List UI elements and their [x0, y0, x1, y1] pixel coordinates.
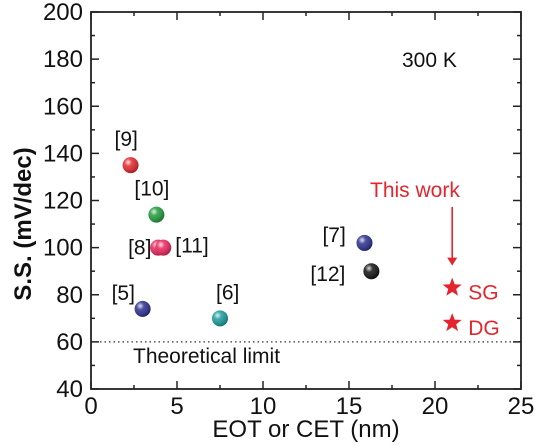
y-tick-label: 180: [43, 46, 83, 73]
this-work-star: [442, 277, 462, 296]
y-tick-label: 200: [43, 0, 83, 26]
point-label: [11]: [175, 235, 208, 258]
theoretical-limit-label: Theoretical limit: [133, 345, 280, 368]
y-axis-title: S.S. (mV/dec): [10, 147, 37, 300]
temperature-label: 300 K: [402, 49, 457, 72]
y-tick-label: 120: [43, 188, 83, 215]
point-layer: [122, 157, 462, 332]
x-tick-label: 20: [422, 393, 449, 420]
data-point-highlight: [212, 310, 228, 327]
this-work-arrow-head: [447, 257, 458, 266]
data-point-highlight: [148, 206, 165, 223]
x-axis-title: EOT or CET (nm): [212, 416, 399, 443]
data-point-highlight: [122, 157, 139, 174]
point-label: [9]: [115, 128, 138, 151]
x-tick-label: 25: [508, 393, 535, 420]
data-point-highlight: [356, 234, 373, 251]
y-tick-label: 160: [43, 93, 83, 120]
point-label: [7]: [322, 224, 345, 247]
point-label: [8]: [128, 237, 151, 260]
data-point-highlight: [155, 239, 172, 256]
y-tick-label: 80: [56, 282, 83, 309]
x-tick-label: 10: [250, 393, 277, 420]
data-point-highlight: [134, 300, 151, 317]
point-label: [6]: [216, 281, 239, 304]
x-tick-label: 15: [336, 393, 363, 420]
y-tick-label: 40: [56, 376, 83, 403]
point-label: [5]: [112, 282, 135, 305]
y-tick-label: 140: [43, 140, 83, 167]
this-work-label: This work: [370, 179, 460, 202]
data-point-highlight: [363, 263, 380, 280]
this-work-star: [442, 313, 462, 332]
y-tick-label: 100: [43, 235, 83, 262]
label-layer: [9] [10] [8] [11] [5] [6] [7] [12] SG DG: [112, 128, 500, 340]
x-tick-label: 5: [170, 393, 183, 420]
x-tick-label: 0: [84, 393, 97, 420]
this-work-point-label: DG: [468, 317, 500, 340]
this-work-point-label: SG: [468, 282, 498, 305]
y-tick-label: 60: [56, 329, 83, 356]
tick-layer: 0 5 10 15 20 25 40 60 80 100 120 140 160 180 200: [43, 0, 534, 420]
point-label: [12]: [310, 263, 345, 286]
point-label: [10]: [134, 178, 169, 201]
